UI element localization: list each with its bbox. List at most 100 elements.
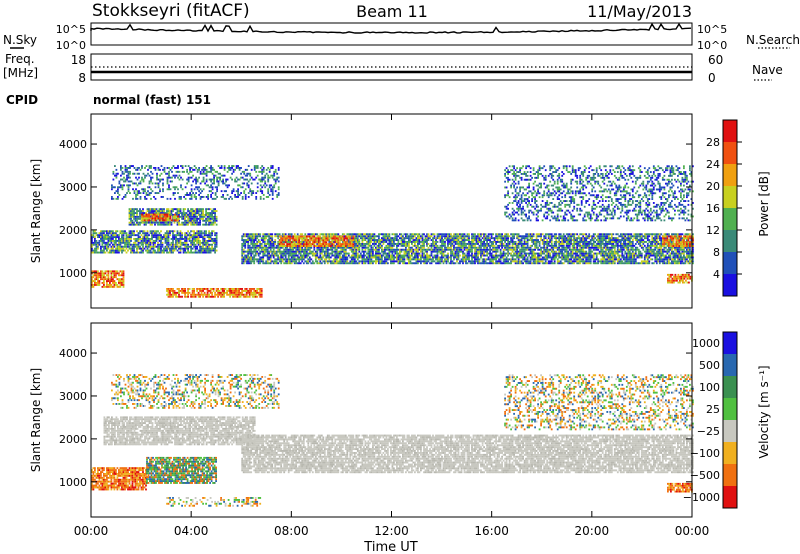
- echo-cell: [187, 245, 189, 248]
- echo-cell: [185, 240, 188, 242]
- echo-cell: [433, 237, 436, 240]
- echo-cell: [271, 254, 274, 257]
- echo-cell: [236, 290, 239, 292]
- echo-cell: [140, 238, 143, 240]
- echo-cell: [420, 250, 422, 253]
- echo-cell: [550, 243, 553, 245]
- echo-cell: [124, 241, 126, 244]
- echo-cell: [152, 247, 155, 250]
- echo-cell: [277, 241, 280, 243]
- echo-cell: [179, 234, 182, 237]
- echo-cell: [263, 235, 266, 238]
- echo-cell: [260, 246, 263, 249]
- echo-cell: [113, 251, 116, 254]
- echo-cell: [326, 252, 329, 255]
- echo-cell: [140, 251, 143, 254]
- echo-cell: [107, 232, 110, 235]
- echo-cell: [184, 243, 186, 246]
- echo-cell: [167, 210, 170, 212]
- echo-cell: [106, 247, 108, 250]
- echo-cell: [212, 230, 215, 233]
- freq-panel: Freq. [MHz] 18 8 60 0 Nave: [3, 52, 783, 85]
- echo-cell: [489, 250, 491, 253]
- echo-cell: [253, 244, 256, 247]
- echo-cell: [153, 213, 155, 216]
- echo-cell: [308, 246, 311, 249]
- echo-cell: [308, 260, 311, 263]
- echo-cell: [206, 245, 209, 248]
- echo-cell: [397, 254, 400, 257]
- echo-cell: [501, 246, 503, 249]
- echo-cell: [378, 254, 380, 257]
- echo-cell: [601, 241, 604, 243]
- echo-cell: [107, 236, 110, 238]
- echo-cell: [172, 210, 174, 212]
- echo-cell: [501, 233, 503, 236]
- echo-cell: [373, 243, 376, 245]
- echo-cell: [107, 285, 110, 288]
- echo-cell: [150, 217, 152, 220]
- echo-cell: [172, 232, 174, 235]
- echo-cell: [187, 251, 189, 254]
- echo-cell: [172, 245, 174, 248]
- echo-cell: [387, 262, 389, 265]
- echo-cell: [223, 295, 225, 298]
- echo-cell: [115, 251, 117, 254]
- echo-cell: [326, 248, 329, 251]
- echo-cell: [526, 243, 529, 245]
- echo-cell: [110, 272, 113, 275]
- echo-cell: [369, 250, 371, 253]
- echo-cell: [316, 248, 319, 251]
- echo-cell: [367, 241, 370, 243]
- echo-cell: [353, 262, 356, 265]
- echo-cell: [133, 210, 135, 212]
- echo-cell: [391, 254, 394, 257]
- echo-cell: [206, 215, 209, 218]
- echo-cell: [254, 252, 257, 255]
- echo-cell: [173, 290, 176, 292]
- echo-cell: [206, 295, 209, 298]
- echo-cell: [191, 291, 194, 294]
- echo-cell: [418, 258, 421, 261]
- echo-cell: [286, 250, 289, 253]
- echo-cell: [124, 243, 126, 246]
- echo-cell: [214, 208, 216, 211]
- echo-cell: [394, 260, 397, 263]
- echo-cell: [409, 246, 412, 249]
- echo-cell: [427, 260, 430, 263]
- echo-cell: [361, 244, 364, 247]
- echo-cell: [130, 217, 132, 220]
- echo-cell: [113, 240, 116, 242]
- echo-cell: [154, 243, 156, 246]
- echo-cell: [382, 262, 385, 265]
- echo-cell: [185, 223, 188, 226]
- echo-cell: [206, 288, 209, 290]
- echo-cell: [215, 241, 218, 244]
- echo-cell: [322, 246, 325, 249]
- echo-cell: [477, 243, 479, 245]
- echo-cell: [242, 244, 245, 247]
- echo-cell: [367, 237, 370, 240]
- echo-cell: [444, 254, 446, 257]
- echo-cell: [281, 246, 284, 249]
- echo-cell: [137, 243, 140, 246]
- echo-cell: [158, 240, 161, 242]
- echo-cell: [230, 288, 233, 290]
- echo-cell: [492, 243, 494, 245]
- echo-cell: [151, 217, 154, 220]
- echo-cell: [403, 233, 406, 236]
- echo-cell: [110, 251, 113, 254]
- echo-cell: [299, 254, 302, 257]
- echo-cell: [292, 254, 295, 257]
- echo-cell: [418, 248, 421, 251]
- echo-cell: [322, 248, 325, 251]
- echo-cell: [517, 244, 520, 247]
- echo-cell: [311, 260, 314, 263]
- echo-cell: [411, 237, 413, 240]
- echo-cell: [148, 249, 150, 252]
- echo-cell: [372, 239, 374, 241]
- echo-cell: [184, 288, 186, 290]
- echo-cell: [214, 221, 216, 224]
- echo-cell: [162, 217, 164, 220]
- echo-cell: [185, 245, 188, 248]
